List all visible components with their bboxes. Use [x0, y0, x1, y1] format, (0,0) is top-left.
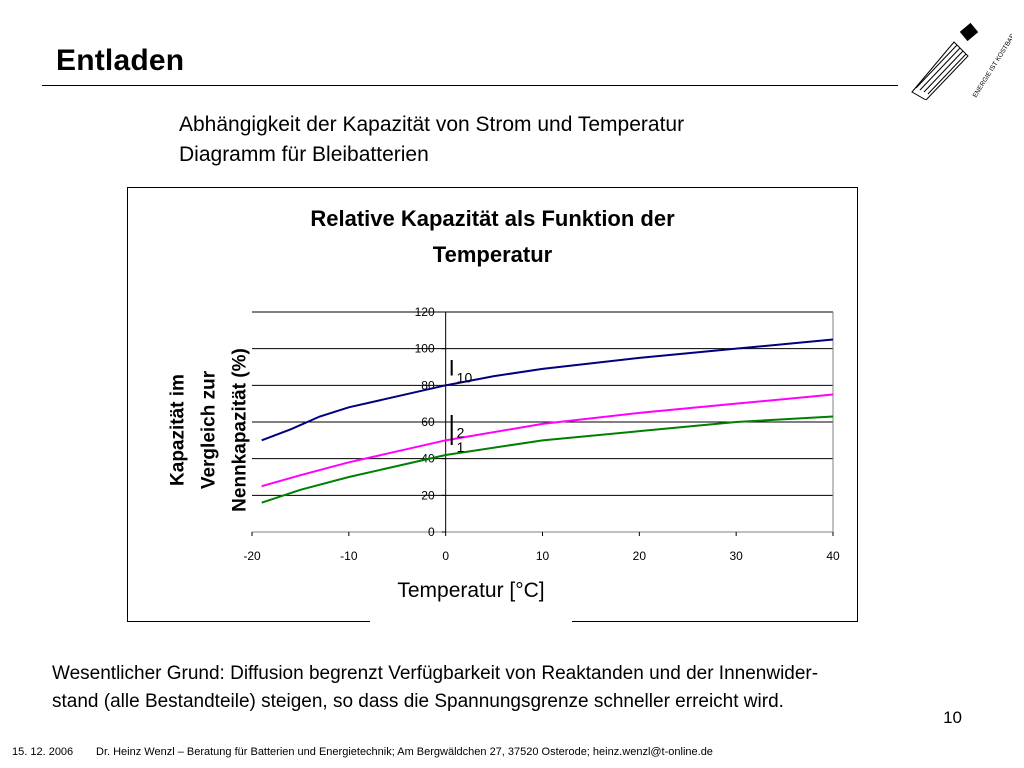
series-line-I10 [261, 338, 834, 442]
y-tick-label: 60 [421, 415, 435, 429]
energie-ist-kostbar-logo: ENERGIE IST KOSTBAR [911, 22, 1012, 100]
x-tick-label: -20 [243, 549, 261, 563]
y-tick-label: 20 [421, 488, 435, 502]
x-tick-label: -10 [340, 549, 358, 563]
curve-label-main: I [449, 410, 455, 435]
slide-title: Entladen [56, 44, 185, 77]
x-tick-label: 40 [826, 549, 840, 563]
explanation-line: Wesentlicher Grund: Diffusion begrenzt V… [52, 663, 819, 684]
title-divider [42, 85, 898, 86]
x-axis-label: Temperatur [°C] [370, 573, 572, 633]
series-line-I2 [261, 393, 834, 488]
footer-date: 15. 12. 2006 [12, 746, 74, 758]
curve-label-sub: 10 [457, 369, 473, 385]
footer-text: Dr. Heinz Wenzl – Beratung für Batterien… [96, 746, 713, 758]
y-axis-label: Kapazität im Vergleich zur Nennkapazität… [163, 348, 256, 512]
subtitle-line: Diagramm für Bleibatterien [179, 143, 429, 166]
y-tick-label: 100 [415, 342, 435, 356]
y-tick-label: 120 [415, 305, 435, 319]
y-tick-label: 0 [428, 525, 435, 539]
page-number: 10 [943, 708, 962, 727]
chart-title-line: Temperatur [432, 242, 553, 267]
chart-title-line: Relative Kapazität als Funktion der [310, 206, 675, 231]
x-tick-label: 30 [729, 549, 743, 563]
curve-label-sub: 1 [457, 439, 465, 455]
curve-label-main: I [449, 355, 455, 380]
chart-title: Relative Kapazität als Funktion der Temp… [127, 201, 858, 273]
x-tick-label: 10 [536, 549, 550, 563]
curve-label-main: I [449, 425, 455, 450]
explanation-line: stand (alle Bestandteile) steigen, so da… [52, 691, 784, 712]
series-line-I1 [261, 415, 834, 504]
x-tick-label: 0 [442, 549, 449, 563]
y-axis-label-line: Vergleich zur [198, 370, 220, 490]
y-axis-label-line: Kapazität im [167, 374, 189, 486]
x-tick-label: 20 [633, 549, 647, 563]
subtitle-line: Abhängigkeit der Kapazität von Strom und… [179, 113, 685, 136]
y-axis-label-line: Nennkapazität (%) [229, 348, 251, 512]
curve-label-sub: 2 [457, 424, 465, 440]
explanation-text: Wesentlicher Grund: Diffusion begrenzt V… [52, 660, 982, 716]
slide-subtitle: Abhängigkeit der Kapazität von Strom und… [179, 110, 684, 170]
